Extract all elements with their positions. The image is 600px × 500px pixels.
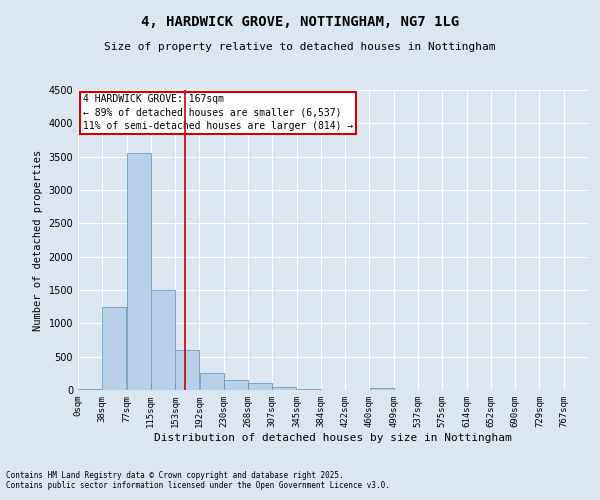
Bar [175,350,199,390]
Bar [151,290,175,390]
Bar [272,386,296,390]
Bar [78,388,102,390]
Text: 4 HARDWICK GROVE: 167sqm
← 89% of detached houses are smaller (6,537)
11% of sem: 4 HARDWICK GROVE: 167sqm ← 89% of detach… [83,94,353,131]
Bar [370,388,394,390]
Bar [248,384,272,390]
Bar [103,306,127,390]
Text: Size of property relative to detached houses in Nottingham: Size of property relative to detached ho… [104,42,496,52]
Bar [224,380,248,390]
Text: Contains HM Land Registry data © Crown copyright and database right 2025.: Contains HM Land Registry data © Crown c… [6,470,344,480]
Bar [200,374,224,390]
Text: 4, HARDWICK GROVE, NOTTINGHAM, NG7 1LG: 4, HARDWICK GROVE, NOTTINGHAM, NG7 1LG [141,15,459,29]
Text: Contains public sector information licensed under the Open Government Licence v3: Contains public sector information licen… [6,480,390,490]
X-axis label: Distribution of detached houses by size in Nottingham: Distribution of detached houses by size … [154,432,512,442]
Bar [297,388,320,390]
Y-axis label: Number of detached properties: Number of detached properties [33,150,43,330]
Bar [127,154,151,390]
